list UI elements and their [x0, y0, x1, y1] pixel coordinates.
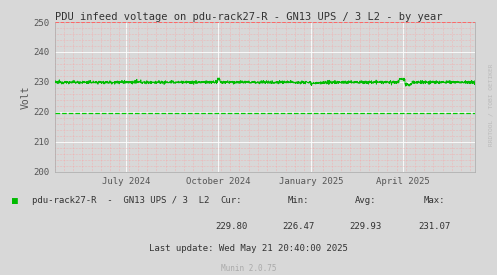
Text: ■: ■	[12, 196, 18, 206]
Text: Min:: Min:	[287, 196, 309, 205]
Text: 229.80: 229.80	[215, 222, 247, 231]
Text: 231.07: 231.07	[419, 222, 451, 231]
Text: 226.47: 226.47	[282, 222, 314, 231]
Text: Munin 2.0.75: Munin 2.0.75	[221, 265, 276, 273]
Text: Last update: Wed May 21 20:40:00 2025: Last update: Wed May 21 20:40:00 2025	[149, 244, 348, 253]
Text: Cur:: Cur:	[220, 196, 242, 205]
Text: pdu-rack27-R  -  GN13 UPS / 3  L2: pdu-rack27-R - GN13 UPS / 3 L2	[32, 196, 210, 205]
Text: RRDTOOL / TOBI OETIKER: RRDTOOL / TOBI OETIKER	[489, 63, 494, 146]
Text: Avg:: Avg:	[354, 196, 376, 205]
Y-axis label: Volt: Volt	[21, 85, 31, 109]
Text: PDU infeed voltage on pdu-rack27-R - GN13 UPS / 3 L2 - by year: PDU infeed voltage on pdu-rack27-R - GN1…	[55, 12, 442, 22]
Text: 229.93: 229.93	[349, 222, 381, 231]
Text: Max:: Max:	[424, 196, 446, 205]
